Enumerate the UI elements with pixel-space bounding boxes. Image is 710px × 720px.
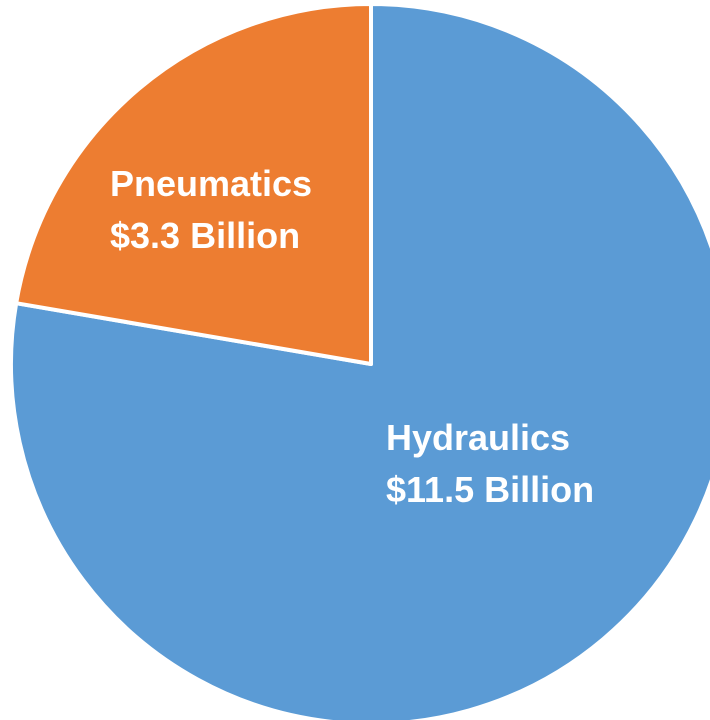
slice-value-pneumatics: $3.3 Billion xyxy=(110,215,300,256)
pie-slice-pneumatics xyxy=(14,2,373,366)
slice-category-pneumatics: Pneumatics xyxy=(110,163,312,204)
slice-value-hydraulics: $11.5 Billion xyxy=(386,469,594,510)
slice-label-pneumatics: Pneumatics $3.3 Billion xyxy=(110,163,322,256)
slice-label-hydraulics: Hydraulics $11.5 Billion xyxy=(386,417,594,510)
pie-slices xyxy=(9,2,710,720)
pie-slice-hydraulics xyxy=(9,2,710,720)
slice-category-hydraulics: Hydraulics xyxy=(386,417,570,458)
